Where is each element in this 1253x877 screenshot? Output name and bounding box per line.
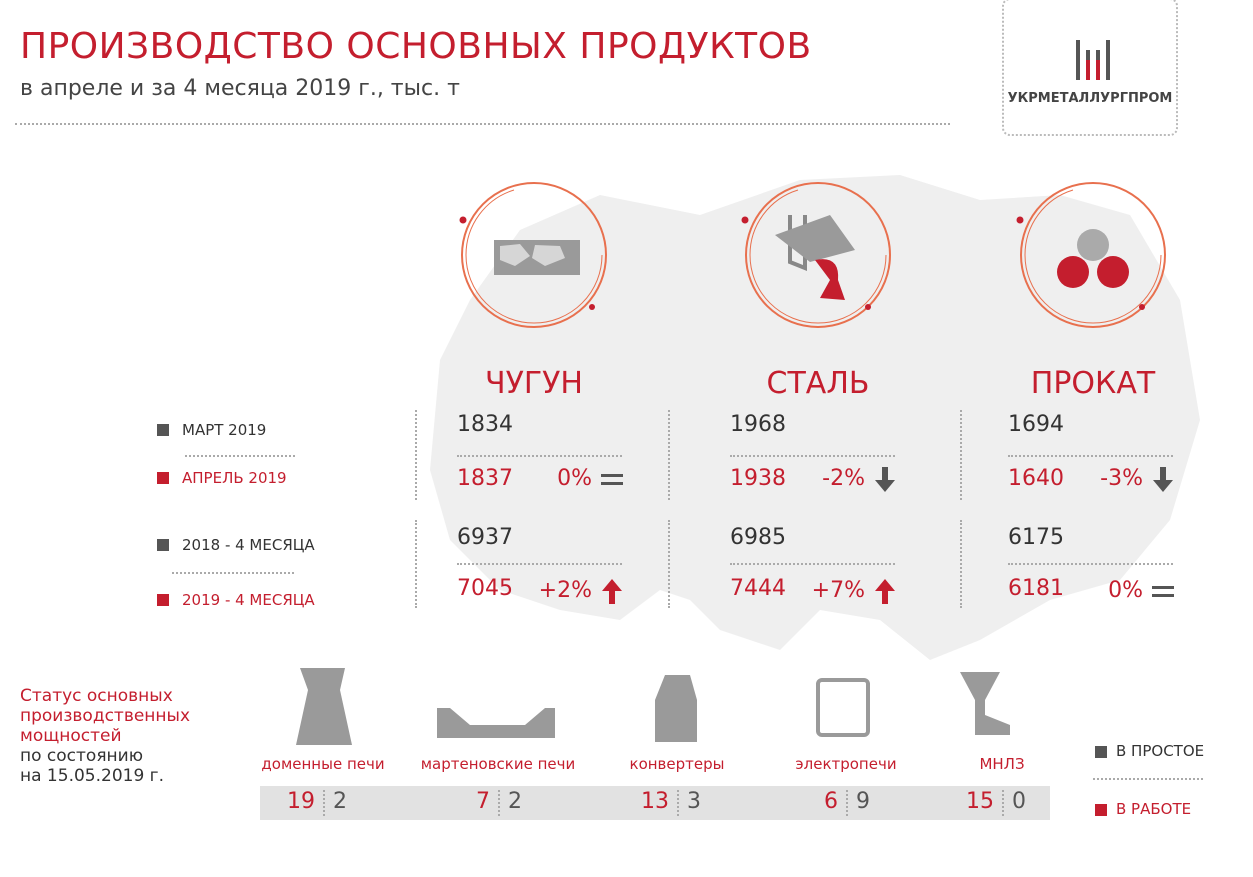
legend-swatch: [1095, 804, 1107, 816]
months-2018-value: 6175: [1008, 525, 1064, 550]
divider: [415, 410, 417, 500]
divider: [730, 563, 895, 565]
working-count: 6: [824, 789, 838, 814]
divider: [172, 572, 294, 574]
april-value: 1640: [1008, 466, 1064, 491]
status-title: мощностей: [20, 726, 122, 746]
legend-swatch: [157, 539, 169, 551]
divider: [846, 790, 848, 816]
facility-name: доменные печи: [261, 755, 385, 773]
facility-icons: [296, 668, 1010, 745]
divider: [960, 520, 962, 608]
status-title: производственных: [20, 706, 191, 726]
subtitle: в апреле и за 4 месяца 2019 г., тыс. т: [20, 76, 460, 101]
april-change: -3%: [1100, 466, 1143, 491]
months-2019-value: 7444: [730, 576, 786, 601]
legend-label: АПРЕЛЬ 2019: [182, 469, 287, 487]
months-2019-value: 6181: [1008, 576, 1064, 601]
april-change: -2%: [822, 466, 865, 491]
trend-mark: [1152, 586, 1174, 597]
months-2018-value: 6985: [730, 525, 786, 550]
legend-swatch: [157, 472, 169, 484]
trend-mark: [875, 579, 895, 604]
divider: [960, 410, 962, 500]
legend-label: В РАБОТЕ: [1116, 800, 1192, 818]
legend-swatch: [157, 424, 169, 436]
working-count: 7: [476, 789, 490, 814]
legend-label: 2018 - 4 МЕСЯЦА: [182, 536, 315, 554]
divider: [323, 790, 325, 816]
legend-swatch: [157, 594, 169, 606]
trend-mark: [1153, 467, 1173, 492]
facility-name: электропечи: [795, 755, 897, 773]
status-date: по состоянию: [20, 746, 144, 766]
legend-label: В ПРОСТОЕ: [1116, 742, 1205, 760]
idle-count: 0: [1012, 789, 1026, 814]
legend-label: 2019 - 4 МЕСЯЦА: [182, 591, 315, 609]
divider: [677, 790, 679, 816]
april-change: 0%: [557, 466, 592, 491]
months-change: 0%: [1108, 578, 1143, 603]
april-value: 1837: [457, 466, 513, 491]
product-name: ЧУГУН: [485, 366, 583, 401]
logo-text: УКРМЕТАЛЛУРГПРОМ: [1007, 91, 1173, 106]
months-2018-value: 6937: [457, 525, 513, 550]
facility-name: конвертеры: [629, 755, 725, 773]
working-count: 13: [641, 789, 669, 814]
months-change: +2%: [538, 578, 592, 603]
march-value: 1694: [1008, 412, 1064, 437]
trend-mark: [601, 474, 623, 485]
legend-swatch: [1095, 746, 1107, 758]
march-value: 1834: [457, 412, 513, 437]
idle-count: 3: [687, 789, 701, 814]
idle-count: 2: [333, 789, 347, 814]
status-bar: [260, 786, 1050, 820]
divider: [730, 455, 895, 457]
status-title: Статус основных: [20, 686, 173, 706]
status-date: на 15.05.2019 г.: [20, 766, 165, 786]
april-value: 1938: [730, 466, 786, 491]
march-value: 1968: [730, 412, 786, 437]
product-name: ПРОКАТ: [1030, 366, 1156, 401]
divider: [415, 520, 417, 608]
title: ПРОИЗВОДСТВО ОСНОВНЫХ ПРОДУКТОВ: [20, 26, 812, 67]
divider: [498, 790, 500, 816]
divider: [15, 123, 950, 125]
idle-count: 9: [856, 789, 870, 814]
divider: [1008, 563, 1173, 565]
divider: [185, 455, 295, 457]
divider: [668, 520, 670, 608]
working-count: 15: [966, 789, 994, 814]
legend-label: МАРТ 2019: [182, 421, 267, 439]
working-count: 19: [287, 789, 315, 814]
map-shape: [430, 175, 1200, 660]
months-2019-value: 7045: [457, 576, 513, 601]
idle-count: 2: [508, 789, 522, 814]
divider: [1008, 455, 1173, 457]
divider: [457, 563, 622, 565]
facility-name: мартеновские печи: [420, 755, 576, 773]
facility-name: МНЛЗ: [979, 755, 1025, 773]
divider: [1002, 790, 1004, 816]
divider: [668, 410, 670, 500]
months-change: +7%: [811, 578, 865, 603]
product-name: СТАЛЬ: [766, 366, 870, 401]
divider: [457, 455, 622, 457]
product-icons: [461, 182, 1166, 328]
trend-mark: [602, 579, 622, 604]
logo-box: [1002, 0, 1178, 136]
trend-mark: [875, 467, 895, 492]
divider: [1093, 778, 1203, 780]
